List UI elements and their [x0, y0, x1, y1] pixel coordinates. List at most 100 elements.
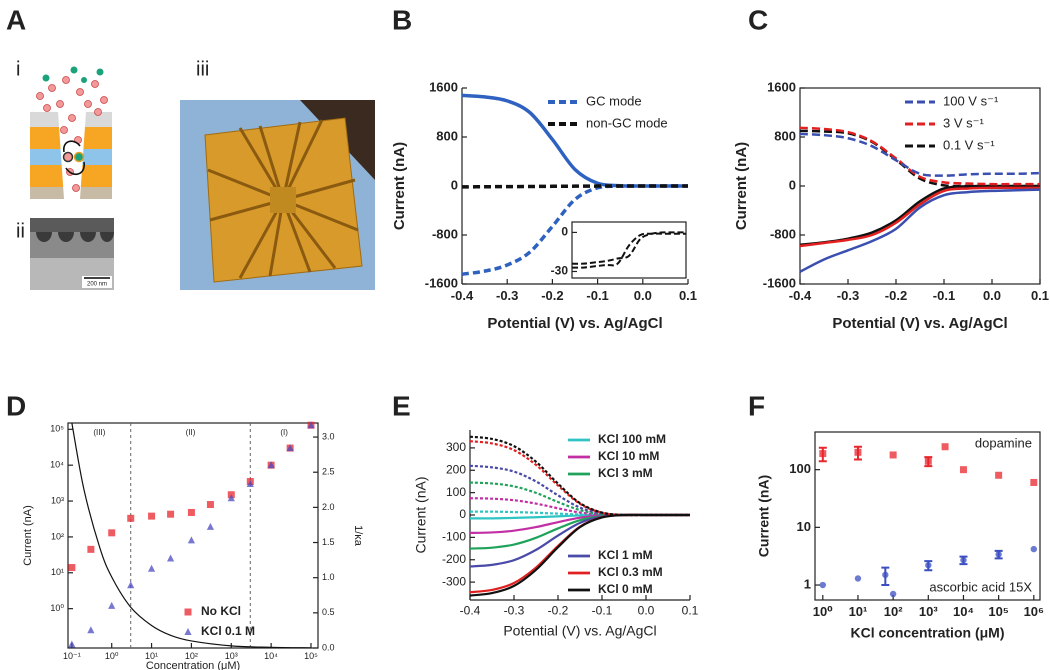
- legend-marker: [184, 608, 192, 616]
- y-tick-label: -300: [442, 574, 466, 588]
- y-tick-label: 10⁵: [50, 424, 64, 434]
- x-tick-label: -0.4: [451, 288, 474, 303]
- data-point: [187, 536, 196, 544]
- y2-tick-label: 0.5: [322, 607, 335, 617]
- data-point: [68, 564, 76, 572]
- x-tick-label: 10⁰: [813, 604, 833, 619]
- data-point: [925, 562, 932, 569]
- x-tick-label: 10³: [919, 604, 938, 619]
- data-point: [960, 556, 967, 564]
- y-tick-label: -30: [551, 264, 569, 278]
- x-tick-label: -0.4: [789, 288, 812, 303]
- y-tick-label: 1: [804, 576, 811, 591]
- y-tick-label: 10¹: [51, 567, 64, 577]
- legend-label: GC mode: [586, 93, 642, 108]
- data-point: [127, 581, 135, 589]
- data-point: [166, 554, 175, 562]
- series-line: [461, 184, 688, 276]
- legend-label: KCl 0 mM: [598, 582, 653, 596]
- y-tick-label: 0: [561, 225, 568, 239]
- x-tick-label: -0.2: [541, 288, 563, 303]
- x-tick-label: 0.1: [679, 288, 697, 303]
- x-tick-label: 10⁵: [988, 604, 1009, 619]
- series-line: [799, 132, 1041, 177]
- x-tick-label: -0.1: [592, 604, 613, 618]
- y-tick-label: 800: [774, 128, 796, 143]
- x-tick-label: 10³: [225, 651, 238, 661]
- legend-label: KCl 100 mM: [598, 432, 666, 446]
- data-point: [108, 529, 116, 537]
- x-axis-label: Concentration (μM): [146, 660, 240, 670]
- data-point: [941, 443, 949, 451]
- series-label: dopamine: [975, 435, 1032, 450]
- series-line: [799, 129, 1040, 188]
- data-point: [206, 501, 214, 509]
- data-point: [87, 545, 95, 553]
- data-point: [882, 571, 889, 579]
- series-line: [469, 435, 690, 517]
- x-axis-label: Potential (V) vs. Ag/AgCl: [487, 315, 662, 332]
- series-line: [799, 186, 1040, 248]
- series-line: [469, 464, 690, 517]
- series-line: [469, 481, 690, 517]
- x-tick-label: 0.1: [1031, 288, 1049, 303]
- y-axis-label: Current (nA): [22, 505, 34, 566]
- data-point: [307, 421, 315, 429]
- series-line: [469, 513, 690, 568]
- data-point: [127, 514, 135, 522]
- x-tick-label: 10²: [185, 651, 198, 661]
- y-tick-label: 10³: [51, 495, 64, 505]
- x-tick-label: 10⁶: [1024, 604, 1044, 619]
- y2-tick-label: 0.0: [322, 642, 335, 652]
- data-point: [854, 448, 862, 456]
- y-tick-label: 100: [446, 485, 466, 499]
- x-tick-label: 10⁻¹: [63, 651, 81, 661]
- x-tick-label: 10⁴: [264, 651, 278, 661]
- y-tick-label: 0: [459, 507, 466, 521]
- y2-tick-label: 2.5: [322, 467, 335, 477]
- y-tick-label: 1600: [429, 79, 458, 94]
- x-tick-label: -0.3: [504, 604, 525, 618]
- series-line: [799, 184, 1040, 247]
- legend-label: KCl 1 mM: [598, 548, 653, 562]
- y-tick-label: 10⁴: [50, 460, 64, 470]
- data-point: [819, 581, 827, 589]
- panel-a-schematic: i ii 200 nm iii: [16, 58, 375, 290]
- x-tick-label: 10¹: [849, 604, 868, 619]
- x-axis-label: KCl concentration (μM): [850, 625, 1004, 641]
- x-tick-label: -0.1: [586, 288, 608, 303]
- data-point: [227, 494, 235, 502]
- region-label: (II): [186, 428, 196, 437]
- x-tick-label: 10¹: [145, 651, 158, 661]
- legend-marker: [184, 628, 192, 635]
- y-tick-label: 10⁰: [50, 603, 64, 613]
- plot-frame: [67, 422, 319, 649]
- x-axis-label: Potential (V) vs. Ag/AgCl: [503, 623, 656, 639]
- data-point: [87, 626, 95, 634]
- plot-frame: [814, 431, 1041, 601]
- x-tick-label: -0.2: [548, 604, 569, 618]
- y2-tick-label: 2.0: [322, 502, 335, 512]
- panel-label: F: [748, 390, 765, 421]
- y-tick-label: 10: [797, 519, 811, 534]
- data-point: [889, 451, 897, 459]
- y-tick-label: 300: [446, 440, 466, 454]
- y-tick-label: 0: [451, 177, 458, 192]
- series-label: ascorbic acid 15X: [929, 579, 1032, 594]
- data-point: [206, 522, 215, 530]
- y-tick-label: -1600: [425, 275, 458, 290]
- y-tick-label: 200: [446, 462, 466, 476]
- scale-bar-label: 200 nm: [87, 282, 107, 288]
- region-label: (I): [280, 428, 288, 437]
- data-point: [108, 601, 116, 609]
- y-tick-label: 10²: [51, 531, 64, 541]
- sublabel: i: [16, 58, 20, 80]
- legend-label: non-GC mode: [586, 115, 668, 130]
- data-point: [147, 564, 156, 572]
- x-axis-label: Potential (V) vs. Ag/AgCl: [832, 315, 1007, 332]
- data-point: [246, 479, 254, 487]
- data-point: [995, 471, 1003, 479]
- region-label: (III): [93, 428, 105, 437]
- y-axis-label: Current (nA): [391, 142, 408, 230]
- data-point: [1030, 545, 1038, 553]
